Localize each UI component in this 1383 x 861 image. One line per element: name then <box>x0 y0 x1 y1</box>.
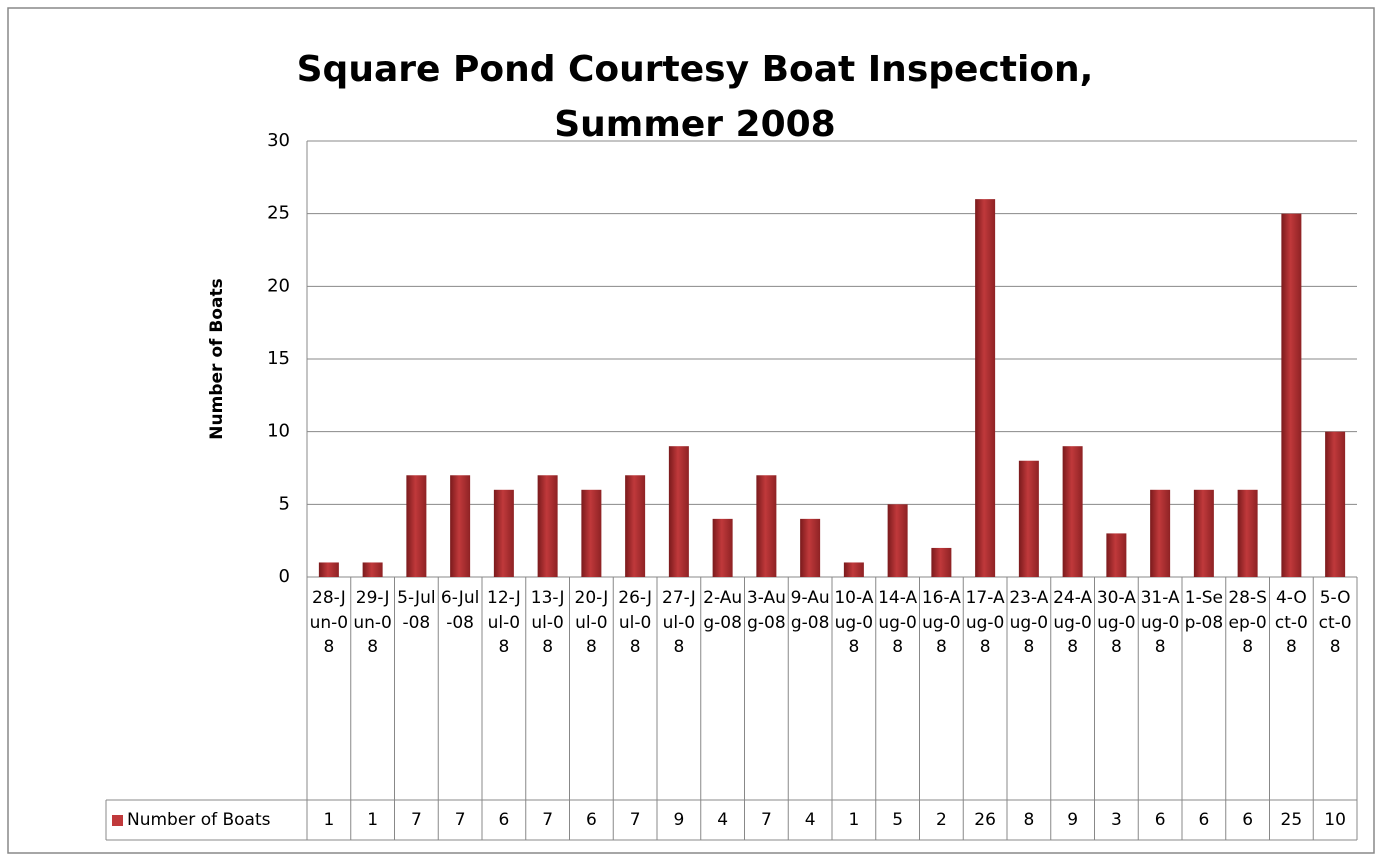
bar <box>362 562 383 577</box>
bar <box>1281 213 1302 577</box>
data-table-value: 5 <box>892 810 904 830</box>
bar <box>406 475 427 577</box>
y-tick-label: 15 <box>267 348 290 369</box>
bar <box>756 475 777 577</box>
data-table-value: 3 <box>1110 810 1122 830</box>
bar <box>581 489 602 577</box>
x-tick-label: 27-Jul-08 <box>662 588 696 657</box>
x-tick-label: 28-Jun-08 <box>309 588 349 657</box>
data-table-value: 6 <box>1154 810 1166 830</box>
x-tick-label: 30-Aug-08 <box>1096 588 1136 657</box>
y-tick-label: 25 <box>267 203 290 224</box>
x-tick-label: 13-Jul-08 <box>530 588 565 657</box>
data-table-value: 10 <box>1324 810 1346 830</box>
x-tick-label: 3-Aug-08 <box>746 588 786 633</box>
bar <box>1106 533 1127 577</box>
legend-key <box>112 815 123 826</box>
x-tick-label: 1-Sep-08 <box>1184 588 1224 633</box>
data-table-value: 1 <box>323 810 335 830</box>
y-axis-title: Number of Boats <box>207 278 227 440</box>
x-tick-label: 23-Aug-08 <box>1009 588 1049 657</box>
bar <box>975 199 996 577</box>
y-tick-label: 5 <box>279 493 290 514</box>
x-tick-label: 29-Jun-08 <box>353 588 392 657</box>
x-tick-label: 14-Aug-08 <box>878 588 918 657</box>
data-table-value: 1 <box>367 810 379 830</box>
data-table-value: 7 <box>542 810 554 830</box>
data-table-value: 26 <box>974 810 996 830</box>
bar <box>712 518 733 577</box>
bar <box>1193 489 1214 577</box>
bar <box>1150 489 1171 577</box>
chart-title: Square Pond Courtesy Boat Inspection, Su… <box>296 49 1094 145</box>
legend-label: Number of Boats <box>127 810 271 830</box>
data-table-value: 6 <box>585 810 597 830</box>
y-tick-label: 10 <box>267 421 290 442</box>
y-tick-label: 30 <box>267 130 290 151</box>
x-tick-label: 9-Aug-08 <box>790 588 830 633</box>
x-tick-label: 12-Jul-08 <box>487 588 521 657</box>
data-table-value: 9 <box>673 810 685 830</box>
bar <box>800 518 821 577</box>
bar <box>318 562 339 577</box>
bar <box>625 475 646 577</box>
bar <box>668 446 689 577</box>
bar <box>843 562 864 577</box>
data-table-value: 4 <box>804 810 816 830</box>
x-tick-label: 28-Sep-08 <box>1228 588 1267 657</box>
x-tick-label: 5-Oct-08 <box>1318 588 1352 657</box>
bar <box>537 475 558 577</box>
bar <box>1062 446 1083 577</box>
data-table-value: 1 <box>848 810 860 830</box>
bar <box>887 504 908 577</box>
data-table-value: 8 <box>1023 810 1035 830</box>
data-table-value: 7 <box>454 810 466 830</box>
bar <box>931 547 952 577</box>
bar <box>1325 431 1346 577</box>
data-table-value: 7 <box>760 810 772 830</box>
data-table-value: 4 <box>717 810 729 830</box>
x-tick-label: 10-Aug-08 <box>834 588 874 657</box>
x-tick-label: 20-Jul-08 <box>574 588 609 657</box>
x-tick-label: 24-Aug-08 <box>1053 588 1093 657</box>
data-table-value: 9 <box>1067 810 1079 830</box>
bar <box>493 489 514 577</box>
x-tick-label: 4-Oct-08 <box>1274 588 1308 657</box>
bar <box>1237 489 1258 577</box>
legend-entry: Number of Boats <box>112 800 271 840</box>
y-tick-label: 0 <box>279 566 290 587</box>
bar <box>1018 460 1039 577</box>
data-table-value: 6 <box>1242 810 1254 830</box>
x-tick-label: 2-Aug-08 <box>703 588 743 633</box>
data-table-value: 2 <box>935 810 947 830</box>
data-table-value: 7 <box>629 810 641 830</box>
x-tick-label: 16-Aug-08 <box>921 588 961 657</box>
x-tick-label: 26-Jul-08 <box>618 588 652 657</box>
chart-frame <box>7 7 1375 854</box>
x-tick-label: 5-Jul-08 <box>397 588 436 633</box>
data-table-value: 25 <box>1280 810 1303 830</box>
data-table-value: 7 <box>410 810 422 830</box>
x-tick-label: 31-Aug-08 <box>1140 588 1180 657</box>
x-tick-label: 6-Jul-08 <box>440 588 480 633</box>
bar <box>450 475 471 577</box>
data-table-value: 6 <box>498 810 510 830</box>
x-tick-label: 17-Aug-08 <box>965 588 1005 657</box>
y-tick-label: 20 <box>267 275 290 296</box>
data-table-value: 6 <box>1198 810 1210 830</box>
